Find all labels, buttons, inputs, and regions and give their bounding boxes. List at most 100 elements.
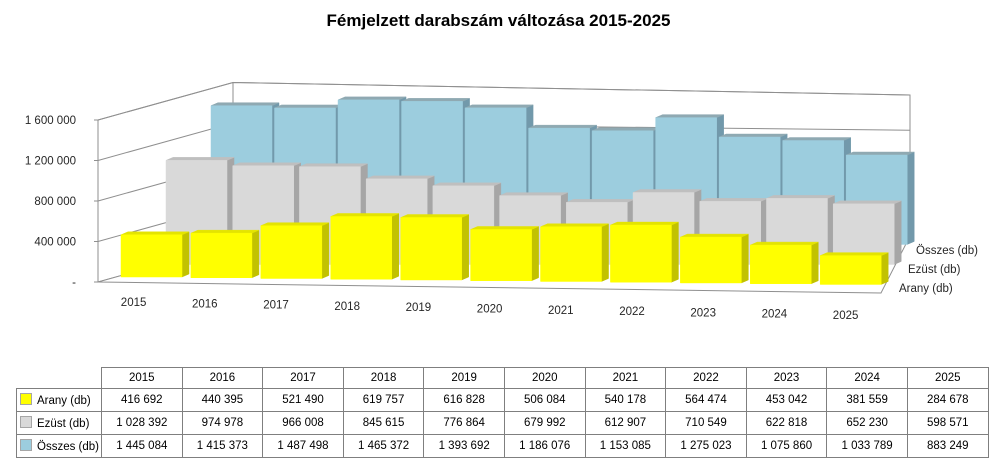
column-aranydb-2017	[260, 222, 330, 279]
data-table-container: 2015 2016 2017 2018 2019 2020 2021 2022 2023 2024…	[16, 367, 989, 458]
legend-swatch	[20, 416, 32, 428]
x-axis-label: 2023	[690, 307, 716, 319]
value-cell: 1 275 023	[665, 434, 747, 458]
bar-top	[540, 223, 609, 228]
y-axis-label: 800 000	[34, 196, 76, 208]
x-axis-label: 2022	[619, 306, 645, 318]
value-cell: 612 907	[584, 411, 667, 435]
value-cell: 1 075 860	[745, 434, 828, 458]
column-aranydb-2020	[470, 226, 539, 282]
x-axis-label: 2021	[548, 305, 574, 317]
bar-side	[251, 229, 260, 279]
bar-top	[299, 163, 368, 167]
bar-top	[260, 222, 329, 226]
value-cell: 416 692	[101, 388, 183, 412]
bar-front	[330, 216, 393, 280]
row-label: Ezüst (db)	[37, 418, 90, 430]
bar-top	[680, 233, 749, 238]
value-cell: 619 757	[342, 388, 425, 412]
bar-top	[699, 198, 768, 202]
column-aranydb-2018	[330, 213, 400, 280]
bar-side	[321, 222, 330, 279]
value-cell: 652 230	[826, 411, 908, 435]
bar-top	[846, 151, 915, 156]
table-row: Arany (db) 416 692 440 395 521 490 619 757 61…	[16, 388, 989, 412]
x-axis-label: 2020	[477, 304, 503, 316]
bar-chart-3d: - 400 000 800 000 1 200 000 1 600 000 2015 201…	[25, 81, 978, 322]
row-label-cell: Összes (db)	[16, 434, 102, 458]
bar-side	[671, 221, 679, 283]
column-aranydb-2024	[750, 241, 819, 285]
bar-top	[210, 102, 280, 106]
year-header-cell: 2021	[584, 367, 667, 389]
bar-side	[181, 231, 190, 278]
value-cell: 381 559	[826, 388, 908, 412]
bar-top	[566, 199, 635, 203]
value-cell: 1 445 084	[101, 434, 183, 458]
value-cell: 616 828	[423, 388, 505, 412]
table-row: Összes (db) 1 445 084 1 415 373 1 487 498 1 …	[16, 434, 989, 458]
bar-top	[432, 182, 501, 187]
x-axis-label: 2018	[334, 301, 360, 313]
value-cell: 1 186 076	[503, 434, 586, 458]
bar-front	[260, 225, 323, 279]
bar-top	[528, 124, 597, 129]
value-cell: 598 571	[906, 411, 989, 435]
value-cell: 966 008	[262, 411, 344, 435]
depth-axis-label: Összes (db)	[916, 245, 978, 257]
table-corner-cell	[17, 368, 102, 389]
depth-axis-label: Arany (db)	[899, 283, 953, 295]
column-aranydb-2019	[400, 214, 469, 281]
bar-side	[741, 233, 749, 284]
year-header-cell: 2025	[906, 367, 989, 389]
chart-title: Fémjelzett darabszám változása 2015-2025	[326, 11, 671, 30]
bar-top	[400, 214, 469, 218]
bar-top	[190, 229, 260, 234]
bar-side	[880, 252, 889, 285]
column-aranydb-2021	[540, 223, 609, 282]
bar-top	[632, 189, 702, 193]
x-axis-label: 2016	[192, 298, 218, 310]
year-header-cell: 2019	[423, 367, 505, 389]
y-axis-label: 1 600 000	[25, 115, 76, 127]
column-aranydb-2015	[120, 231, 190, 278]
bar-front	[470, 229, 532, 281]
value-cell: 440 395	[181, 388, 264, 412]
value-cell: 679 992	[503, 411, 586, 435]
value-cell: 845 615	[342, 411, 425, 435]
value-cell: 521 490	[262, 388, 344, 412]
y-axis-label: -	[72, 277, 76, 289]
bar-top	[833, 200, 902, 205]
row-label: Arany (db)	[37, 395, 91, 407]
value-cell: 540 178	[584, 388, 667, 412]
bar-top	[655, 114, 724, 118]
x-axis-label: 2024	[762, 309, 788, 321]
bar-side	[531, 226, 539, 282]
y-axis-label: 400 000	[34, 237, 76, 249]
gridline	[97, 81, 911, 121]
value-cell: 453 042	[745, 388, 828, 412]
bar-side	[906, 151, 915, 245]
year-header-cell: 2018	[342, 367, 425, 389]
bar-side	[391, 213, 400, 280]
value-cell: 564 474	[665, 388, 747, 412]
bar-side	[893, 200, 902, 265]
table-header-row: 2015 2016 2017 2018 2019 2020 2021 2022 2023 2024…	[17, 367, 989, 389]
year-header-cell: 2024	[826, 367, 908, 389]
bar-front	[120, 234, 183, 278]
year-header-cell: 2017	[262, 367, 344, 389]
year-header-cell: 2015	[101, 367, 183, 389]
x-axis-label: 2019	[406, 302, 432, 314]
bar-side	[601, 223, 609, 282]
column-aranydb-2025	[819, 252, 889, 285]
bar-front	[750, 244, 812, 284]
column-ezstdb-2025	[832, 200, 902, 265]
bar-front	[680, 236, 742, 284]
row-label: Összes (db)	[37, 441, 99, 453]
bar-top	[610, 221, 679, 226]
bar-top	[470, 226, 539, 230]
bar-top	[401, 98, 470, 102]
bar-top	[820, 252, 889, 256]
year-header-cell: 2022	[665, 367, 747, 389]
bar-front	[610, 224, 672, 283]
